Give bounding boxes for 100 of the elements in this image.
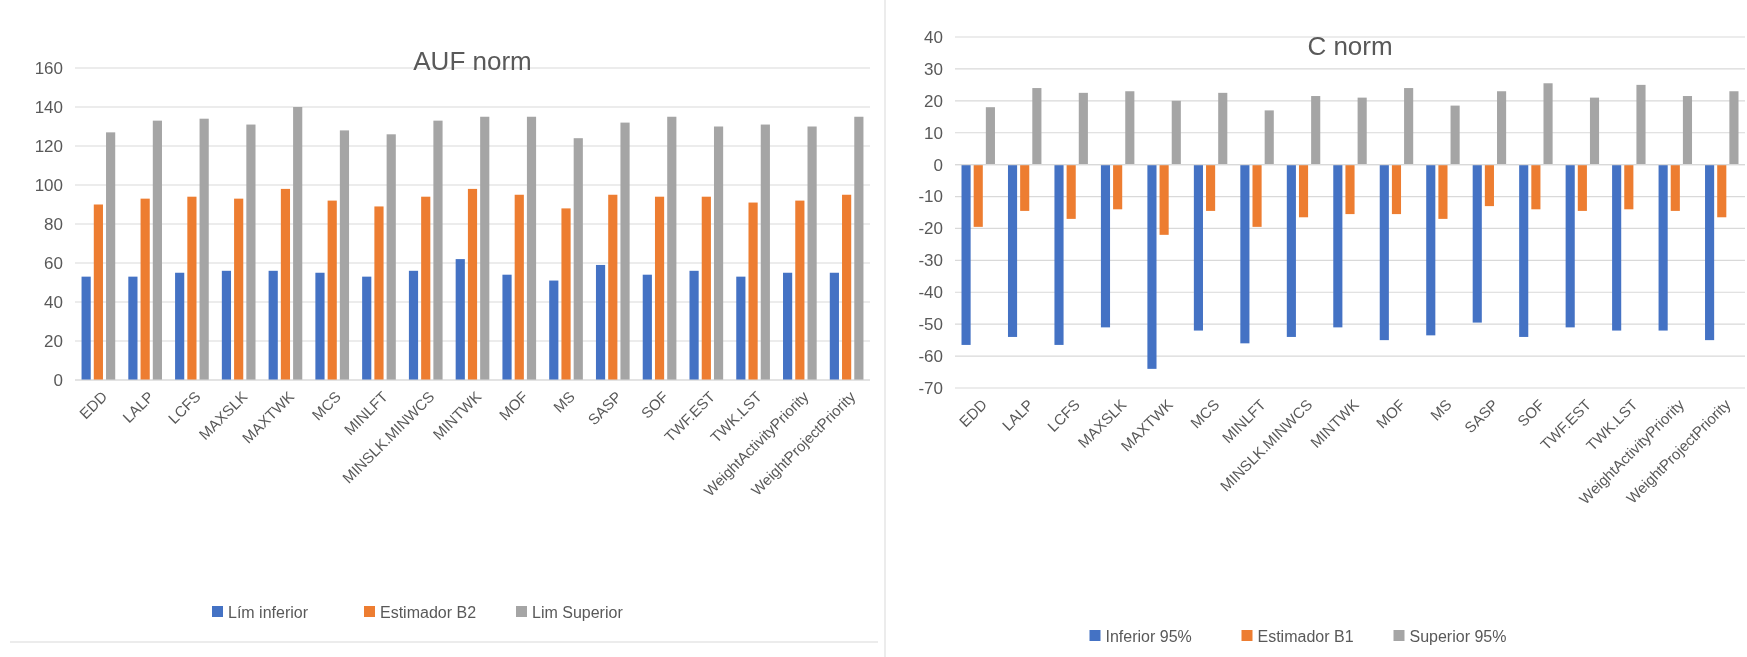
bar xyxy=(1705,164,1715,341)
y-tick-label: 120 xyxy=(34,136,63,156)
y-tick-label: -20 xyxy=(918,219,943,239)
bar xyxy=(1032,88,1042,165)
bar xyxy=(1125,91,1135,165)
bar xyxy=(1171,100,1181,165)
y-tick-label: -70 xyxy=(918,378,943,398)
y-tick-label: 10 xyxy=(924,123,943,143)
bar xyxy=(642,274,652,380)
bar xyxy=(1450,105,1460,165)
legend-label: Superior 95% xyxy=(1409,627,1507,645)
bar xyxy=(327,200,337,380)
bar xyxy=(408,270,419,380)
bar xyxy=(1543,83,1553,165)
bar xyxy=(842,194,852,380)
y-tick-label: 40 xyxy=(924,27,943,47)
bar xyxy=(1589,97,1600,165)
legend-label: Lím inferior xyxy=(228,603,309,621)
bar xyxy=(1113,164,1123,210)
bar xyxy=(152,120,162,380)
bar xyxy=(667,116,677,380)
legend-label: Estimador B2 xyxy=(380,603,477,621)
bar xyxy=(502,274,512,380)
bar xyxy=(386,134,396,380)
bar xyxy=(1286,164,1296,337)
y-tick-label: 60 xyxy=(44,253,63,273)
bar xyxy=(973,164,983,227)
bar xyxy=(961,164,971,345)
bar xyxy=(1078,92,1088,165)
bar xyxy=(1729,91,1739,165)
legend-label: Estimador B1 xyxy=(1257,627,1354,645)
bar xyxy=(1670,164,1680,211)
y-tick-label: 0 xyxy=(53,370,63,390)
bar xyxy=(362,276,372,380)
y-tick-label: -60 xyxy=(918,347,943,367)
bar xyxy=(748,202,758,380)
bar xyxy=(374,206,384,380)
bar xyxy=(1636,84,1646,165)
bar xyxy=(654,196,665,380)
y-tick-label: 80 xyxy=(44,214,63,234)
bar xyxy=(1426,164,1436,336)
bar xyxy=(1193,164,1203,331)
bar xyxy=(140,198,150,380)
bar xyxy=(760,124,770,380)
bar xyxy=(1379,164,1389,341)
y-tick-label: 100 xyxy=(34,175,63,195)
bar xyxy=(608,194,618,380)
bar xyxy=(1333,164,1343,328)
bar xyxy=(1484,164,1494,207)
bar xyxy=(620,122,630,380)
y-tick-label: 140 xyxy=(34,97,63,117)
bar xyxy=(829,272,839,380)
bar xyxy=(1717,164,1727,218)
bar xyxy=(573,138,583,380)
bar xyxy=(1357,97,1367,165)
y-tick-label: 40 xyxy=(44,292,63,312)
bar xyxy=(701,196,711,380)
bar xyxy=(854,116,864,380)
bar xyxy=(561,208,571,380)
bar xyxy=(1159,164,1169,235)
y-tick-label: 20 xyxy=(924,91,943,111)
y-tick-label: 30 xyxy=(924,59,943,79)
bar xyxy=(280,188,291,380)
bar xyxy=(783,272,793,380)
bar xyxy=(246,124,256,380)
bar xyxy=(187,196,197,380)
bar xyxy=(1298,164,1309,218)
bar xyxy=(1438,164,1448,219)
bar xyxy=(1066,164,1076,219)
y-tick-label: -50 xyxy=(918,315,943,335)
bar xyxy=(1577,164,1587,211)
bar xyxy=(1404,88,1414,165)
bar xyxy=(1519,164,1529,337)
chart-title: C norm xyxy=(1307,31,1393,61)
bar xyxy=(1531,164,1541,210)
bar xyxy=(1472,164,1482,323)
bar xyxy=(221,270,232,380)
bar xyxy=(1682,96,1693,165)
bar xyxy=(985,107,995,165)
bar xyxy=(1345,164,1355,215)
bar xyxy=(467,188,478,380)
bar xyxy=(1311,96,1321,165)
y-tick-label: -30 xyxy=(918,251,943,271)
bar xyxy=(1206,164,1216,211)
bar xyxy=(795,200,805,380)
bar xyxy=(81,276,91,380)
bar xyxy=(293,107,303,380)
bar xyxy=(433,120,443,380)
bar xyxy=(455,259,465,380)
bar xyxy=(549,280,559,380)
bar xyxy=(128,276,138,380)
bar xyxy=(807,126,817,380)
bar xyxy=(106,132,116,380)
bar xyxy=(315,272,325,380)
bar xyxy=(1624,164,1634,210)
bar xyxy=(1658,164,1668,331)
y-tick-label: -10 xyxy=(918,187,943,207)
legend-label: Lim Superior xyxy=(532,603,624,621)
bar xyxy=(1147,164,1157,369)
y-tick-label: -40 xyxy=(918,283,943,303)
